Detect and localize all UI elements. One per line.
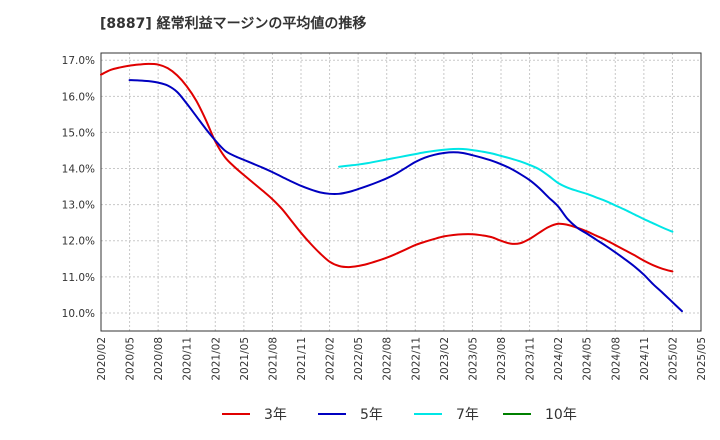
legend-label: 7年 (456, 407, 479, 423)
legend: 3年 5年 7年 10年 (0, 402, 720, 426)
series-line-2 (128, 79, 683, 313)
legend-swatch (503, 413, 531, 415)
x-tick-label: 2020/11 (182, 337, 194, 381)
legend-item: 5年 (318, 402, 383, 426)
x-tick-label: 2022/02 (325, 337, 337, 381)
x-tick-label: 2025/02 (667, 337, 679, 381)
legend-label: 5年 (360, 407, 383, 423)
y-tick-label: 15.0% (62, 127, 95, 139)
x-tick-labels: 2020/02 2020/05 2020/08 2020/11 2021/02 2021/… (96, 337, 708, 381)
legend-label: 3年 (264, 407, 287, 423)
x-tick-label: 2020/08 (153, 337, 165, 381)
series-lines (100, 62, 683, 313)
x-tick-label: 2025/05 (696, 337, 708, 381)
x-tick-label: 2024/11 (639, 337, 651, 381)
legend-item: 3年 (222, 402, 287, 426)
legend-item: 10年 (503, 402, 577, 426)
axes (100, 52, 702, 332)
series-line-3 (338, 147, 674, 233)
legend-label: 10年 (545, 407, 577, 423)
x-tick-label: 2023/02 (439, 337, 451, 381)
y-tick-label: 11.0% (62, 272, 95, 284)
legend-swatch (414, 413, 442, 415)
y-tick-label: 14.0% (62, 164, 95, 176)
x-tick-label: 2023/11 (525, 337, 537, 381)
y-tick-labels: 10.0% 11.0% 12.0% 13.0% 14.0% 15.0% 16.0% 17.0% (62, 55, 95, 320)
legend-item: 7年 (414, 402, 479, 426)
x-tick-label: 2021/08 (267, 337, 279, 381)
y-tick-label: 16.0% (62, 91, 95, 103)
grid-lines (100, 53, 702, 331)
x-tick-label: 2022/11 (410, 337, 422, 381)
chart-title: [8887] 経常利益マージンの平均値の推移 (100, 16, 367, 32)
x-tick-label: 2021/11 (296, 337, 308, 381)
x-tick-label: 2023/05 (467, 337, 479, 381)
legend-swatch (318, 413, 346, 415)
x-tick-label: 2024/08 (610, 337, 622, 381)
x-tick-label: 2022/08 (382, 337, 394, 381)
plot-frame (100, 52, 702, 332)
y-tick-label: 12.0% (62, 236, 95, 248)
x-tick-label: 2020/05 (125, 337, 137, 381)
chart-plot: 10.0% 11.0% 12.0% 13.0% 14.0% 15.0% 16.0% 17.0%… (62, 52, 708, 381)
y-tick-label: 10.0% (62, 308, 95, 320)
x-tick-label: 2021/05 (239, 337, 251, 381)
legend-swatch (222, 413, 250, 415)
y-tick-label: 13.0% (62, 200, 95, 212)
x-tick-label: 2024/02 (553, 337, 565, 381)
x-tick-label: 2021/02 (210, 337, 222, 381)
x-tick-label: 2023/08 (496, 337, 508, 381)
x-tick-label: 2020/02 (96, 337, 108, 381)
x-tick-label: 2022/05 (353, 337, 365, 381)
y-tick-label: 17.0% (62, 55, 95, 67)
x-tick-label: 2024/05 (582, 337, 594, 381)
